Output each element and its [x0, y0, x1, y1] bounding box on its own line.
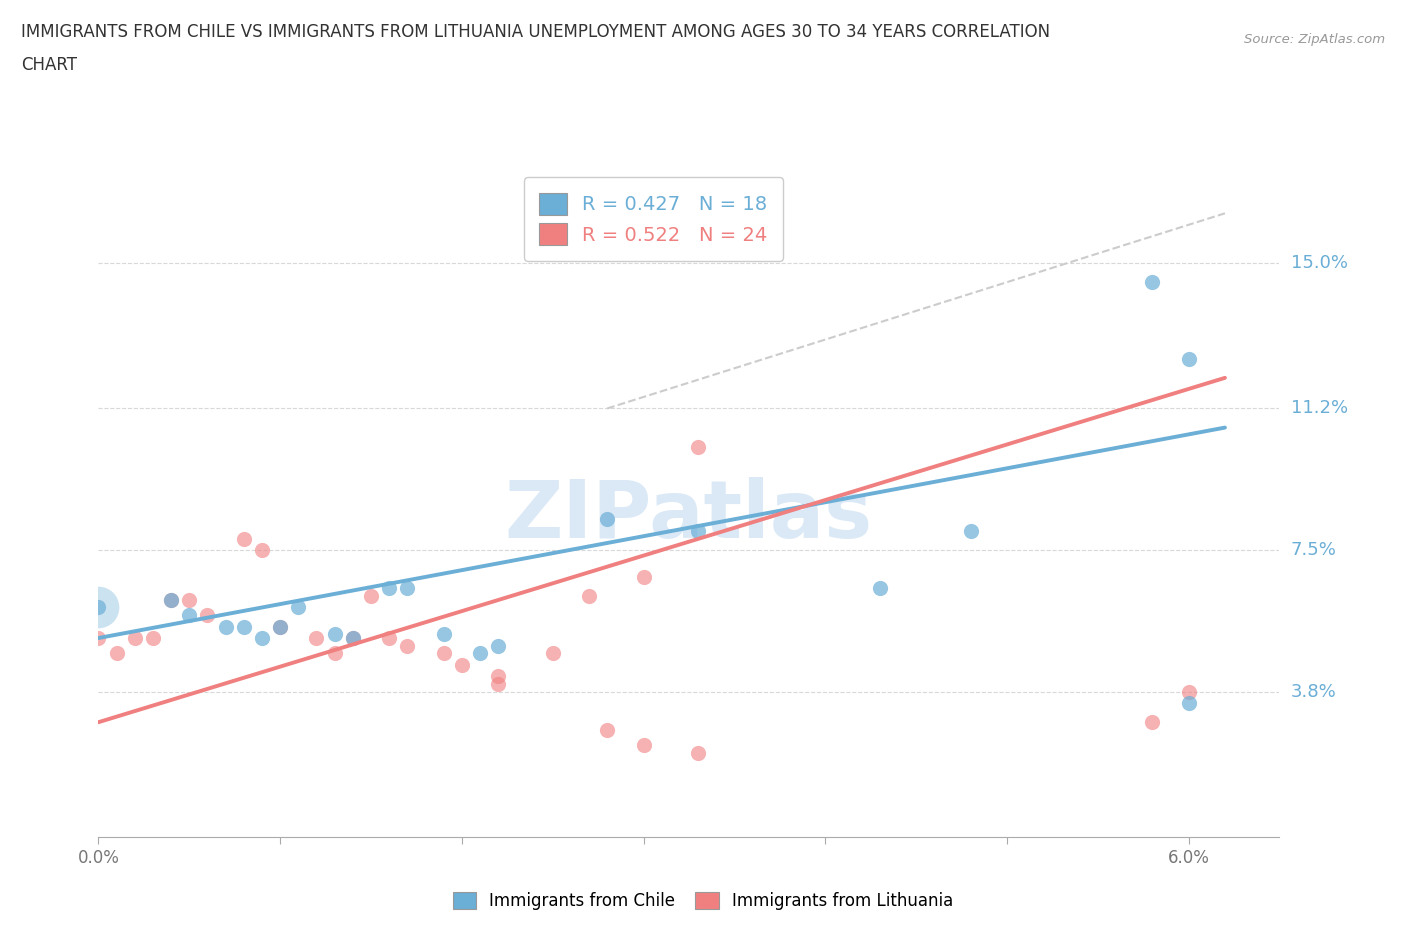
- Point: [105, 646, 128, 661]
- Point: [433, 646, 456, 661]
- Point: [305, 631, 328, 645]
- Point: [541, 646, 564, 661]
- Point: [1177, 352, 1199, 366]
- Point: [342, 631, 364, 645]
- Text: CHART: CHART: [21, 56, 77, 73]
- Point: [450, 658, 472, 672]
- Text: 7.5%: 7.5%: [1291, 541, 1337, 559]
- Point: [360, 589, 382, 604]
- Point: [232, 619, 254, 634]
- Point: [633, 569, 655, 584]
- Text: ZIPatlas: ZIPatlas: [505, 476, 873, 554]
- Point: [486, 669, 509, 684]
- Point: [142, 631, 165, 645]
- Point: [214, 619, 236, 634]
- Point: [269, 619, 291, 634]
- Point: [633, 737, 655, 752]
- Legend: Immigrants from Chile, Immigrants from Lithuania: Immigrants from Chile, Immigrants from L…: [446, 885, 960, 917]
- Point: [87, 631, 110, 645]
- Text: 3.8%: 3.8%: [1291, 683, 1336, 700]
- Point: [179, 592, 201, 607]
- Point: [1142, 715, 1164, 730]
- Point: [1177, 684, 1199, 699]
- Point: [433, 627, 456, 642]
- Point: [596, 723, 619, 737]
- Point: [197, 607, 219, 622]
- Point: [378, 631, 401, 645]
- Point: [486, 638, 509, 653]
- Point: [87, 600, 110, 615]
- Text: 11.2%: 11.2%: [1291, 400, 1348, 418]
- Point: [179, 607, 201, 622]
- Point: [1142, 274, 1164, 289]
- Point: [686, 524, 709, 538]
- Point: [232, 531, 254, 546]
- Point: [87, 600, 110, 615]
- Point: [342, 631, 364, 645]
- Point: [486, 676, 509, 691]
- Text: IMMIGRANTS FROM CHILE VS IMMIGRANTS FROM LITHUANIA UNEMPLOYMENT AMONG AGES 30 TO: IMMIGRANTS FROM CHILE VS IMMIGRANTS FROM…: [21, 23, 1050, 41]
- Point: [269, 619, 291, 634]
- Point: [250, 542, 273, 557]
- Text: 15.0%: 15.0%: [1291, 254, 1347, 272]
- Point: [686, 439, 709, 454]
- Point: [468, 646, 491, 661]
- Point: [160, 592, 183, 607]
- Point: [686, 745, 709, 760]
- Point: [378, 581, 401, 596]
- Point: [596, 512, 619, 527]
- Point: [959, 524, 981, 538]
- Point: [323, 627, 346, 642]
- Legend: R = 0.427   N = 18, R = 0.522   N = 24: R = 0.427 N = 18, R = 0.522 N = 24: [524, 177, 783, 261]
- Point: [869, 581, 891, 596]
- Point: [323, 646, 346, 661]
- Point: [124, 631, 146, 645]
- Point: [396, 638, 419, 653]
- Point: [250, 631, 273, 645]
- Point: [1177, 696, 1199, 711]
- Point: [578, 589, 600, 604]
- Point: [160, 592, 183, 607]
- Point: [396, 581, 419, 596]
- Point: [287, 600, 309, 615]
- Text: Source: ZipAtlas.com: Source: ZipAtlas.com: [1244, 33, 1385, 46]
